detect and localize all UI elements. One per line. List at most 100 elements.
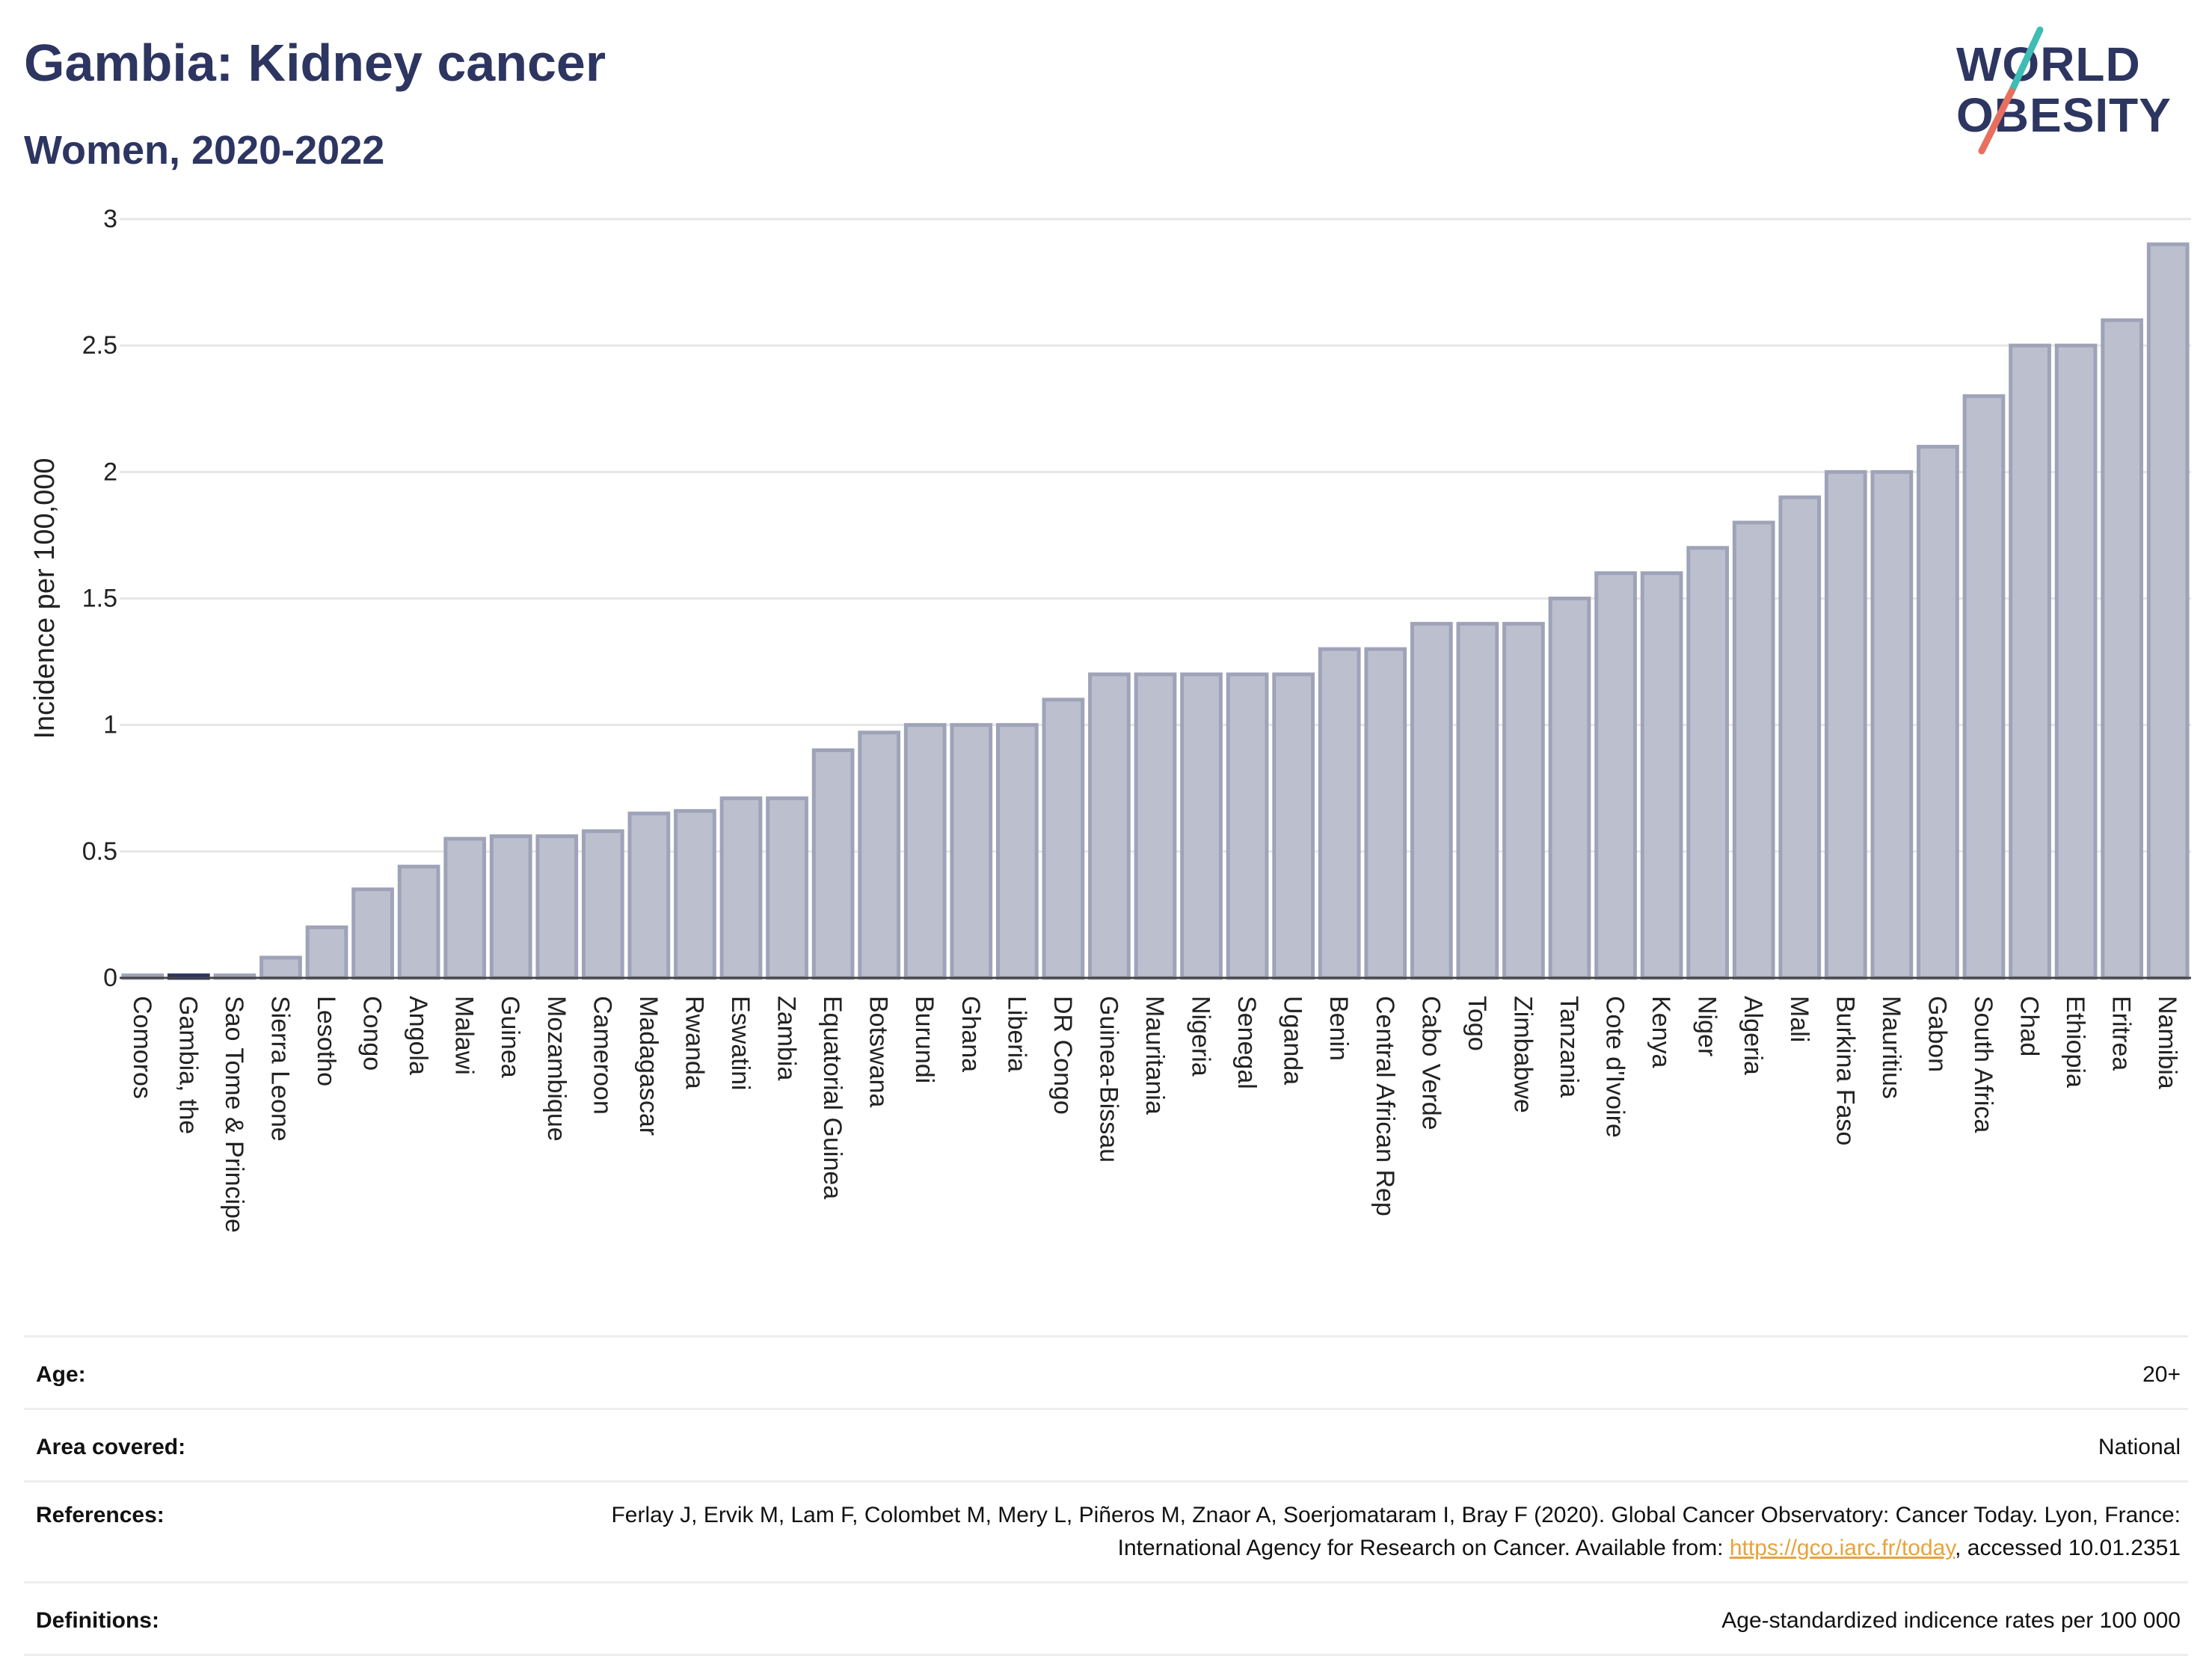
bar-chart: 0 0.5 1 1.5 2 2.5 3 Incidence per 100,000 Comoro… [29, 205, 2191, 1233]
x-tick-label: Chad [2015, 996, 2044, 1056]
bar [1502, 621, 1545, 980]
bar [443, 837, 487, 980]
bar [259, 955, 302, 980]
definitions-value: Age-standardized indicence rates per 100… [1721, 1608, 2181, 1633]
bar [1088, 672, 1131, 980]
x-tick-label: Gabon [1923, 996, 1951, 1072]
bar [1548, 597, 1591, 980]
bar [950, 723, 993, 980]
bar [1410, 621, 1453, 980]
world-obesity-logo: WORLD OBESITY [1952, 22, 2199, 157]
bar [1870, 470, 1914, 980]
bar [1917, 445, 1959, 980]
x-tick-label: Eswatini [726, 996, 755, 1091]
info-row-area: Area covered: National [24, 1410, 2188, 1483]
info-row-definitions: Definitions: Age-standardized indicence … [24, 1583, 2188, 1656]
x-tick-label: Burkina Faso [1831, 996, 1859, 1145]
y-axis-title: Incidence per 100,000 [29, 458, 61, 739]
x-tick-label: Guinea-Bissau [1094, 996, 1122, 1163]
y-tick-label: 1.5 [82, 585, 117, 613]
x-tick-label: Algeria [1739, 996, 1767, 1075]
logo-word-world: WORLD [1956, 37, 2141, 91]
y-tick-label: 0 [103, 964, 117, 992]
x-tick-label: Sao Tome & Principe [220, 996, 248, 1233]
x-tick-label: Comoros [128, 996, 156, 1099]
x-tick-label: Eritrea [2107, 996, 2136, 1071]
y-tick-label: 3 [103, 205, 117, 233]
bar [1962, 394, 2006, 980]
references-accessed: , accessed 10.01.2351 [1955, 1536, 2181, 1560]
x-tick-label: Rwanda [680, 996, 708, 1089]
x-tick-label: Niger [1693, 996, 1721, 1056]
chart-title: Gambia: Kidney cancer [24, 34, 606, 92]
y-tick-label: 1 [103, 711, 117, 739]
bar [535, 834, 579, 980]
x-tick-label: Burundi [910, 996, 938, 1083]
bar [1272, 672, 1315, 980]
bar [1732, 520, 1775, 980]
area-label: Area covered: [36, 1435, 186, 1459]
bar [305, 925, 348, 980]
bar [2101, 318, 2144, 980]
references-value: Ferlay J, Ervik M, Lam F, Colombet M, Me… [580, 1499, 2188, 1565]
bar [1778, 495, 1822, 980]
x-tick-label: Tanzania [1555, 996, 1583, 1098]
x-tick-label: Cabo Verde [1416, 996, 1445, 1130]
x-tick-label: Malawi [450, 996, 479, 1075]
bar [1180, 672, 1223, 980]
bar [1226, 672, 1269, 980]
x-tick-label: Liberia [1002, 996, 1030, 1072]
bar [811, 748, 855, 980]
bar [2009, 343, 2051, 980]
x-tick-label: Central African Rep [1371, 996, 1399, 1216]
x-tick-label: Congo [358, 996, 387, 1071]
area-value: National [2098, 1435, 2181, 1459]
bar [397, 864, 440, 980]
bar [1364, 647, 1407, 980]
y-tick-label: 2.5 [82, 331, 117, 360]
x-tick-label: Cameroon [588, 996, 616, 1115]
x-tick-label: Zimbabwe [1508, 996, 1537, 1113]
chart-subtitle: Women, 2020-2022 [24, 128, 385, 173]
bar [1042, 698, 1085, 980]
x-tick-label: Senegal [1232, 996, 1261, 1089]
x-tick-label: Mali [1785, 996, 1813, 1042]
x-tick-label: Gambia, the [173, 996, 202, 1134]
x-tick-label: Botswana [864, 996, 893, 1107]
x-tick-label: Mauritania [1140, 996, 1169, 1115]
x-tick-label: Angola [404, 996, 432, 1075]
bar [1640, 571, 1683, 980]
bar [766, 796, 808, 980]
x-tick-label: Uganda [1279, 996, 1307, 1085]
x-tick-label: Guinea [496, 996, 524, 1078]
references-label: References: [36, 1503, 165, 1527]
x-tick-label: DR Congo [1048, 996, 1077, 1115]
bar [1456, 621, 1499, 980]
x-tick-label: Kenya [1647, 996, 1675, 1068]
x-tick-label: Lesotho [312, 996, 340, 1086]
y-tick-label: 2 [103, 458, 117, 486]
y-tick-label: 0.5 [82, 837, 117, 866]
x-tick-label: Ethiopia [2061, 996, 2089, 1088]
x-tick-label: Togo [1463, 996, 1491, 1051]
x-tick-label: Cote d'Ivoire [1601, 996, 1629, 1138]
bar [351, 887, 394, 980]
bar [2146, 242, 2190, 980]
info-row-references: References: Ferlay J, Ervik M, Lam F, Co… [24, 1483, 2188, 1583]
x-tick-label: Sierra Leone [265, 996, 294, 1142]
bar [1594, 571, 1637, 980]
x-tick-label: Benin [1324, 996, 1353, 1061]
x-tick-label: Zambia [772, 996, 801, 1080]
age-label: Age: [36, 1362, 86, 1387]
x-tick-label: Madagascar [634, 996, 663, 1136]
info-table: Age: 20+ Area covered: National Referenc… [24, 1335, 2188, 1656]
definitions-label: Definitions: [36, 1608, 159, 1633]
bar [1686, 546, 1730, 980]
references-link[interactable]: https://gco.iarc.fr/today [1729, 1536, 1956, 1560]
bar [995, 723, 1039, 980]
x-tick-label: Mozambique [542, 996, 571, 1142]
bar [719, 796, 763, 980]
info-row-age: Age: 20+ [24, 1338, 2188, 1410]
bar [674, 809, 716, 980]
x-tick-label: Equatorial Guinea [818, 996, 847, 1199]
